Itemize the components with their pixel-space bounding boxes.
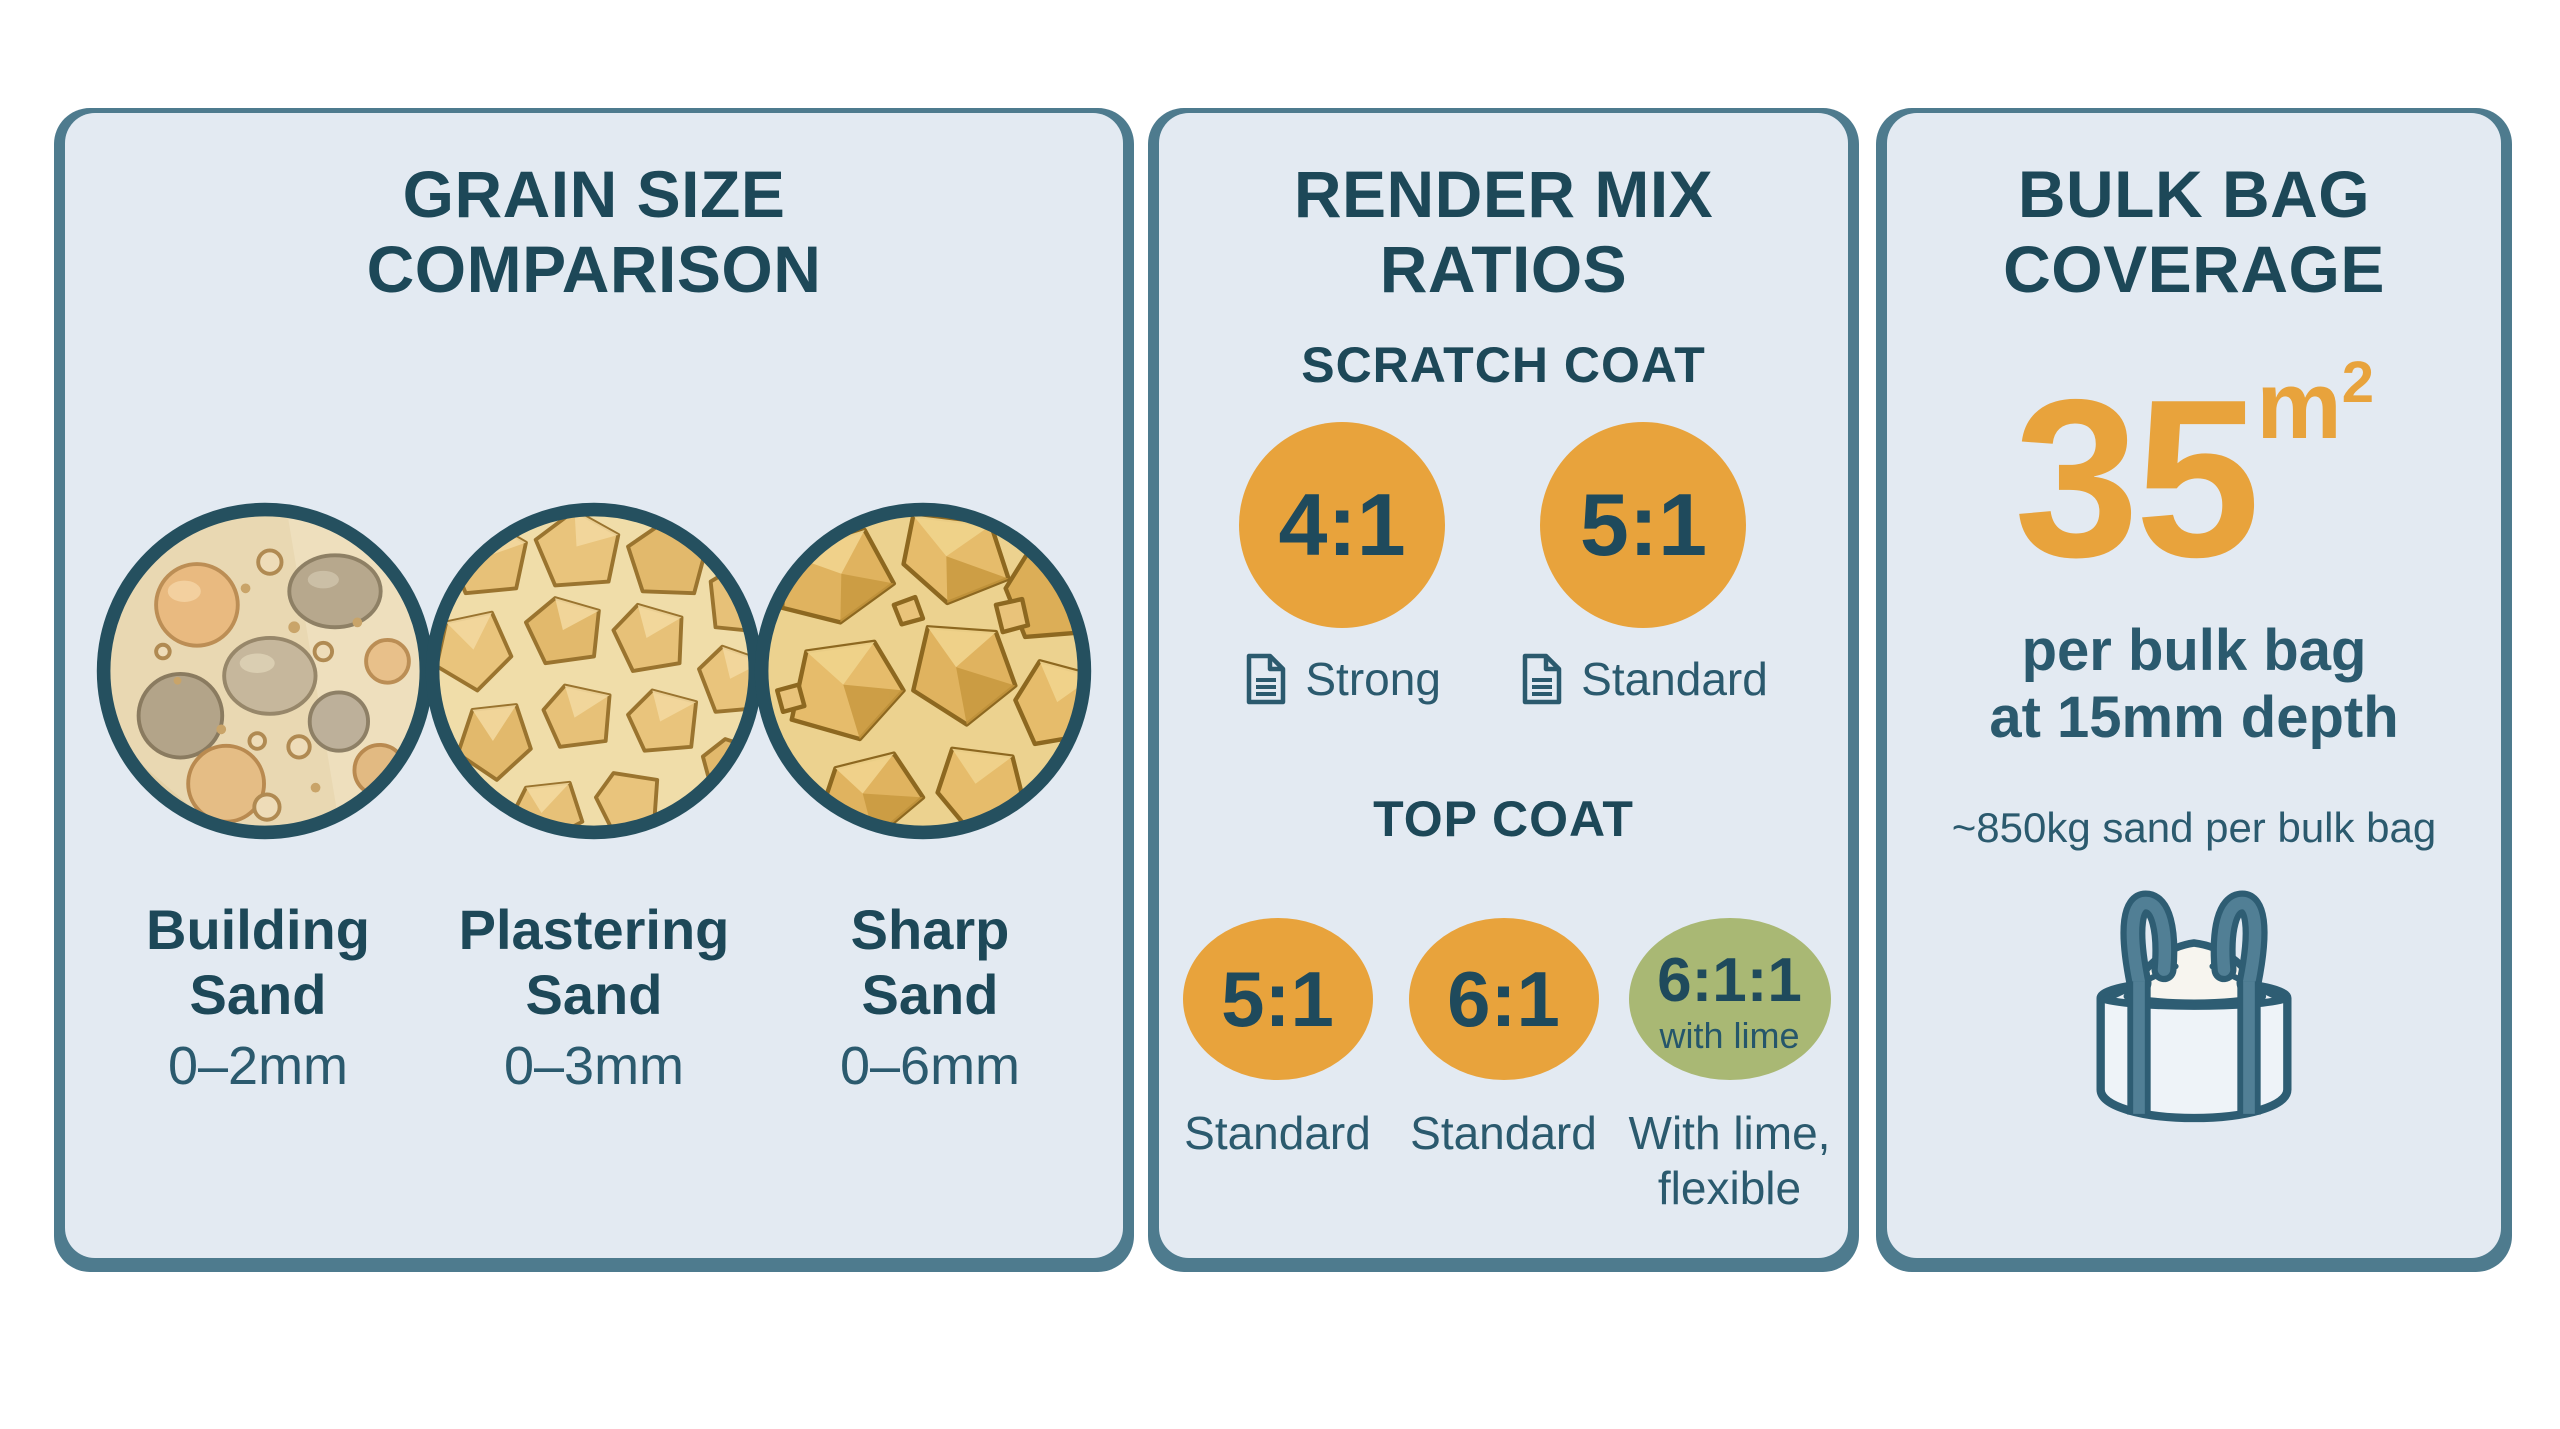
ratio-value: 4:1 [1278,475,1406,575]
ratio-subtext: with lime [1659,1014,1800,1056]
grain-panel-title: GRAIN SIZE COMPARISON [65,113,1123,306]
bulk-bag-icon-wrap [1887,872,2501,1149]
grain-name-line1: Plastering [458,898,730,962]
ratio-label: Standard [1581,653,1768,706]
document-icon [1247,654,1286,705]
coverage-unit-exponent: 2 [2341,350,2374,416]
top-coat-row: 5:1 Standard 6:1 Standard 6:1:1 with lim… [1159,918,1848,1215]
scratch-coat-row: 4:1 Strong 5:1 [1159,422,1848,706]
grain-title-line2: COMPARISON [366,231,822,306]
render-title-line1: RENDER MIX [1293,157,1714,231]
grain-name-line1: Building [146,898,370,962]
grain-circles-row [65,496,1123,846]
ratio-label: Standard [1184,1107,1371,1160]
ratio-value: 5:1 [1221,954,1334,1043]
coverage-unit: m2 [2256,352,2374,459]
coverage-subtitle-line2: at 15mm depth [1989,685,2399,751]
grain-name-line1: Sharp [850,898,1010,962]
bulk-title-line1: BULK BAG [2017,157,2371,231]
document-icon [1522,654,1562,705]
top-coat-heading: TOP COAT [1373,791,1634,848]
ratio-item-5-1-top: 5:1 Standard [1172,918,1384,1160]
sharp-sand-illustration [754,502,1092,840]
ratio-label-row: Strong [1243,652,1441,706]
coverage-value: 35 [2014,352,2260,605]
ratio-item-6-1-1: 6:1:1 with lime With lime, flexible [1624,918,1836,1215]
grain-title-line1: GRAIN SIZE [402,157,786,231]
render-title-line2: RATIOS [1379,231,1628,306]
panel-grain-size-comparison: GRAIN SIZE COMPARISON [54,108,1134,1272]
coverage-figure: 35m2 [1887,354,2501,591]
ratio-circle: 4:1 [1239,422,1446,629]
bulk-bag-icon [2096,890,2292,1122]
ratio-value: 6:1 [1447,954,1560,1043]
render-panel-title: RENDER MIX RATIOS [1159,113,1848,306]
ratio-label: Standard [1410,1107,1597,1160]
panel-render-mix-ratios: RENDER MIX RATIOS SCRATCH COAT 4:1 [1148,108,1859,1272]
ratio-value: 5:1 [1579,475,1708,575]
panel-grain-size-body: GRAIN SIZE COMPARISON [65,113,1123,1258]
ratio-circle: 6:1 [1408,918,1599,1081]
ratio-value: 6:1:1 [1657,945,1802,1015]
grain-name-line2: Sand [861,962,999,1026]
coverage-subtitle-line1: per bulk bag [2021,618,2367,684]
plastering-sand-illustration [425,502,763,840]
ratio-item-5-1-scratch: 5:1 Standard [1519,422,1768,706]
grain-labels-row: Building Sand 0–2mm Plastering Sand 0–3m… [65,898,1123,1097]
panel-bulk-bag-coverage: BULK BAG COVERAGE 35m2 per bulk bag at 1… [1876,108,2512,1272]
ratio-label-row: Standard [1519,652,1768,706]
ratio-circle: 5:1 [1540,422,1747,629]
grain-label-building: Building Sand 0–2mm [90,898,426,1097]
grain-size-range: 0–6mm [839,1035,1021,1096]
ratio-item-4-1: 4:1 Strong [1239,422,1446,706]
coverage-subtitle: per bulk bag at 15mm depth [1887,617,2501,752]
grain-size-range: 0–3mm [503,1035,685,1096]
panel-bulk-bag-body: BULK BAG COVERAGE 35m2 per bulk bag at 1… [1887,113,2501,1258]
grain-name-line2: Sand [189,962,327,1026]
ratio-item-6-1: 6:1 Standard [1398,918,1610,1160]
panel-render-mix-body: RENDER MIX RATIOS SCRATCH COAT 4:1 [1159,113,1848,1258]
grain-label-sharp: Sharp Sand 0–6mm [762,898,1098,1097]
grain-size-range: 0–2mm [167,1035,349,1096]
ratio-circle: 5:1 [1182,918,1373,1081]
bulk-panel-title: BULK BAG COVERAGE [1887,113,2501,306]
bulk-title-line2: COVERAGE [2003,231,2385,306]
building-sand-illustration [96,502,434,840]
scratch-coat-heading: SCRATCH COAT [1301,337,1706,394]
grain-name-line2: Sand [525,962,663,1026]
ratio-circle-green: 6:1:1 with lime [1628,918,1831,1081]
ratio-label: With lime, flexible [1628,1107,1831,1214]
coverage-note: ~850kg sand per bulk bag [1951,803,2437,851]
coverage-unit-letter: m [2256,352,2342,460]
ratio-label: Strong [1305,653,1441,706]
grain-label-plastering: Plastering Sand 0–3mm [426,898,762,1097]
